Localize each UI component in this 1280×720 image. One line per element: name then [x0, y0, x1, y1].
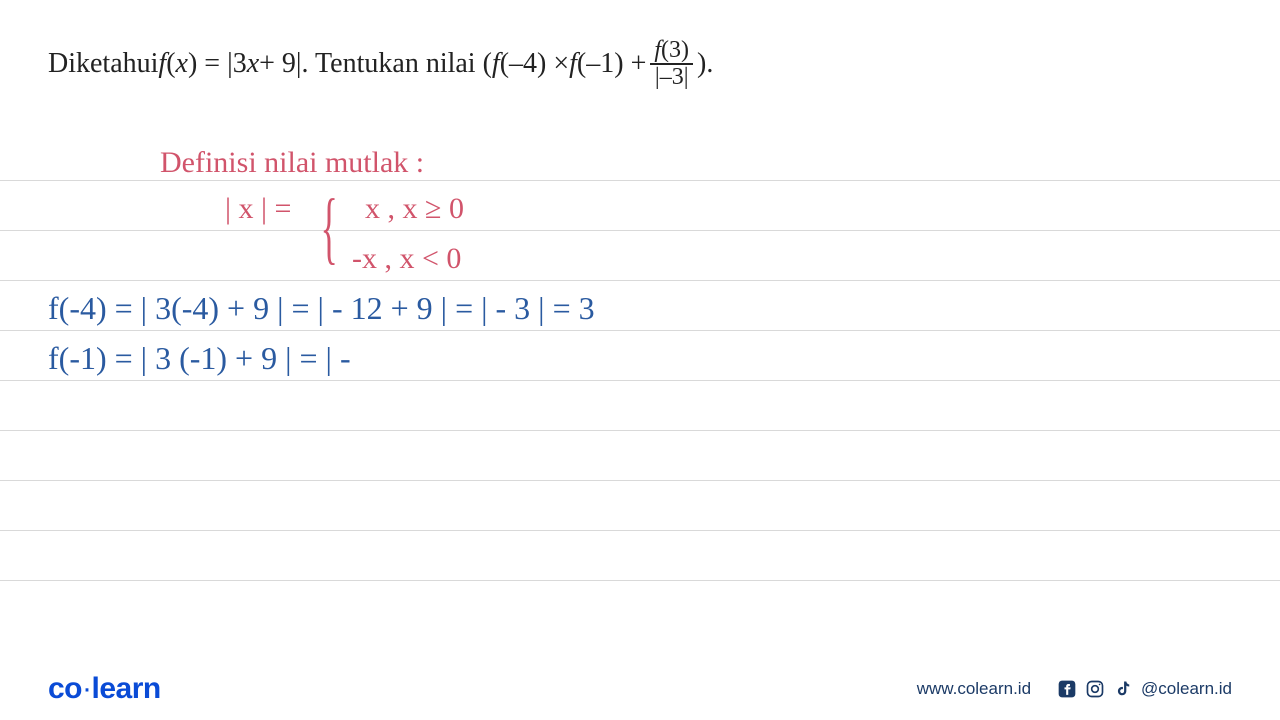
var-f1: f: [492, 48, 500, 80]
logo-part-b: learn: [92, 672, 161, 705]
tiktok-icon: [1113, 679, 1133, 699]
paper-rule: [0, 330, 1280, 331]
case-1: x , x ≥ 0: [365, 192, 464, 226]
paper-rule: [0, 280, 1280, 281]
problem-statement: Diketahui f ( x ) = |3 x + 9|. Tentukan …: [48, 38, 713, 90]
case-2: -x , x < 0: [352, 242, 461, 276]
social-group: @colearn.id: [1057, 679, 1232, 699]
fraction-numerator: f(3): [650, 38, 693, 65]
work-line-1: f(-4) = | 3(-4) + 9 | = | - 12 + 9 | = |…: [48, 290, 595, 327]
footer-right: www.colearn.id @colearn.id: [917, 679, 1232, 699]
var-x2: x: [247, 48, 259, 80]
lined-paper: [0, 140, 1280, 650]
var-f2: f: [569, 48, 577, 80]
footer-url: www.colearn.id: [917, 679, 1031, 699]
work-line-2: f(-1) = | 3 (-1) + 9 | = | -: [48, 340, 351, 377]
arg2: (–1) +: [577, 48, 646, 80]
logo-dot: ·: [82, 672, 92, 705]
footer: co·learn www.colearn.id @colearn.id: [0, 658, 1280, 720]
paren-open: (: [166, 48, 175, 80]
var-x: x: [176, 48, 188, 80]
tail: ).: [697, 48, 713, 80]
paper-rule: [0, 430, 1280, 431]
eq-part: ) = |3: [188, 48, 247, 80]
logo-part-a: co: [48, 672, 82, 705]
abs-lhs: | x | =: [225, 192, 291, 226]
facebook-icon: [1057, 679, 1077, 699]
fraction-denominator: |–3|: [651, 65, 693, 90]
paper-rule: [0, 180, 1280, 181]
fraction: f(3) |–3|: [650, 38, 693, 90]
definition-title: Definisi nilai mutlak :: [160, 146, 424, 180]
text-pre: Diketahui: [48, 48, 158, 80]
brace-icon: {: [321, 200, 338, 256]
paper-rule: [0, 380, 1280, 381]
frac-arg: (3): [661, 37, 689, 63]
social-handle: @colearn.id: [1141, 679, 1232, 699]
arg1: (–4) ×: [500, 48, 569, 80]
paper-rule: [0, 530, 1280, 531]
brand-logo: co·learn: [48, 672, 161, 706]
var-f: f: [158, 48, 166, 80]
paper-rule: [0, 230, 1280, 231]
paper-rule: [0, 480, 1280, 481]
instagram-icon: [1085, 679, 1105, 699]
after-x2: + 9|. Tentukan nilai (: [259, 48, 492, 80]
paper-rule: [0, 580, 1280, 581]
